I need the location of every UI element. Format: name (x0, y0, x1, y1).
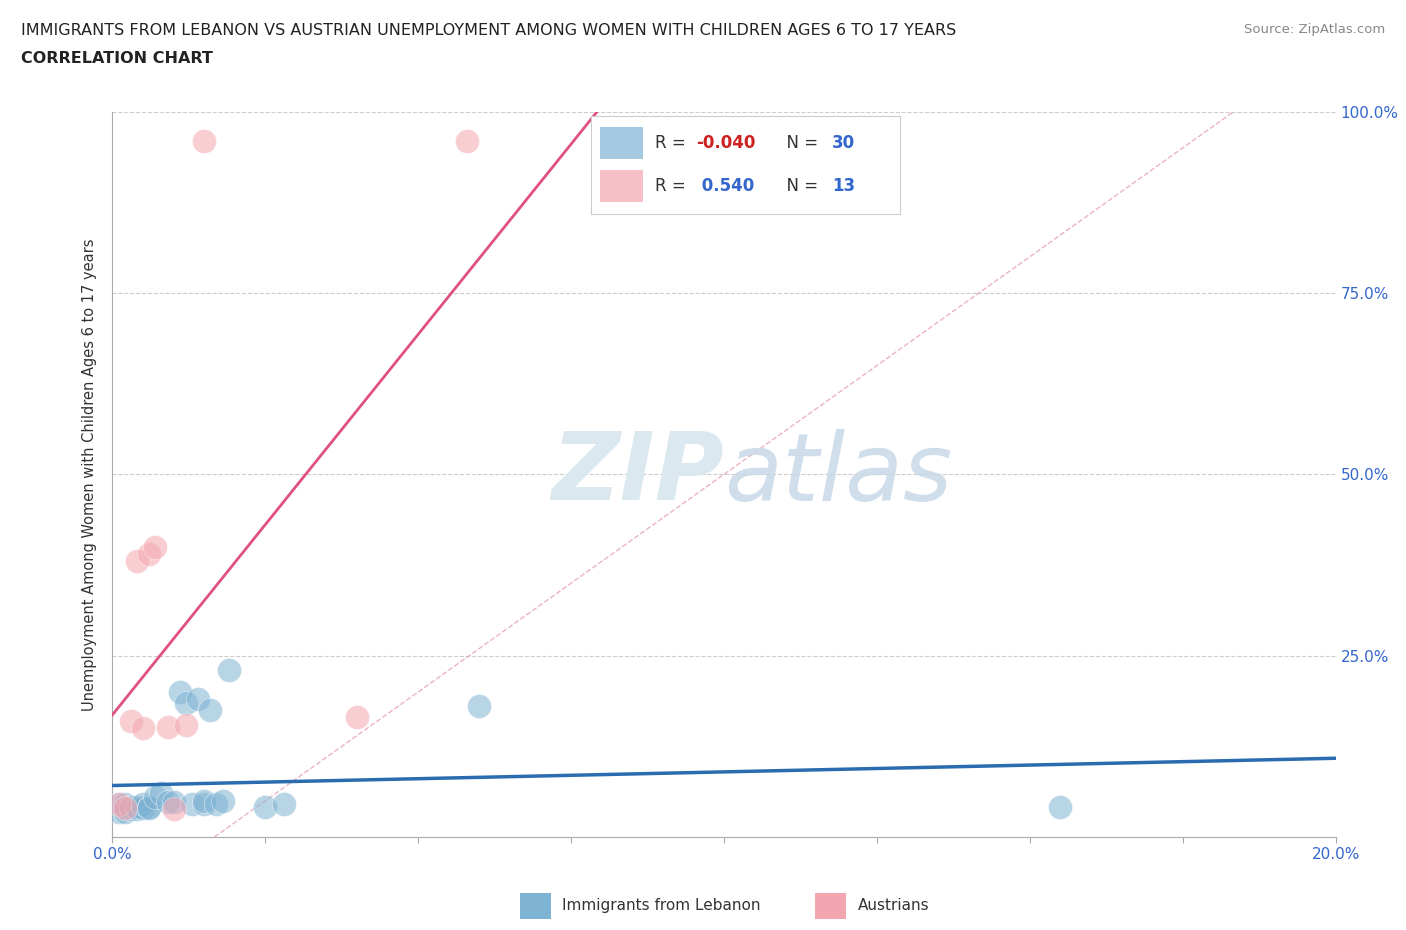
Y-axis label: Unemployment Among Women with Children Ages 6 to 17 years: Unemployment Among Women with Children A… (82, 238, 97, 711)
Text: IMMIGRANTS FROM LEBANON VS AUSTRIAN UNEMPLOYMENT AMONG WOMEN WITH CHILDREN AGES : IMMIGRANTS FROM LEBANON VS AUSTRIAN UNEM… (21, 23, 956, 38)
Point (143, 539, 166, 554)
Point (200, 703, 222, 718)
Point (163, 802, 186, 817)
Point (163, 795, 186, 810)
Point (174, 717, 197, 732)
Text: atlas: atlas (724, 429, 952, 520)
Point (125, 802, 148, 817)
Point (169, 684, 191, 699)
Point (138, 799, 160, 814)
Text: -0.040: -0.040 (696, 134, 755, 153)
Point (254, 799, 277, 814)
Point (132, 721, 155, 736)
Point (120, 802, 142, 817)
Point (193, 793, 215, 808)
Point (193, 133, 215, 148)
Point (114, 797, 136, 812)
Bar (600, 127, 643, 159)
Text: 0.540: 0.540 (696, 177, 754, 195)
Point (138, 547, 160, 562)
Point (138, 801, 160, 816)
Point (120, 713, 142, 728)
Point (114, 804, 136, 819)
Point (114, 801, 136, 816)
Point (125, 799, 148, 814)
Point (193, 797, 215, 812)
Text: R =: R = (655, 177, 692, 195)
Point (346, 710, 368, 724)
Point (205, 797, 228, 812)
Text: CORRELATION CHART: CORRELATION CHART (21, 51, 212, 66)
Point (174, 696, 197, 711)
Point (456, 133, 478, 148)
Text: R =: R = (655, 134, 692, 153)
Point (143, 790, 166, 804)
Point (107, 797, 129, 812)
Text: N =: N = (776, 177, 824, 195)
Point (120, 799, 142, 814)
Point (125, 554, 148, 569)
Point (107, 797, 129, 812)
Point (273, 797, 295, 812)
Point (150, 786, 173, 801)
Text: N =: N = (776, 134, 824, 153)
Point (187, 692, 209, 707)
Point (156, 719, 179, 734)
Point (218, 663, 240, 678)
Point (1049, 799, 1071, 814)
Point (132, 797, 155, 812)
Text: ZIP: ZIP (551, 429, 724, 520)
Point (156, 795, 179, 810)
Text: 30: 30 (832, 134, 855, 153)
Point (107, 804, 129, 819)
Text: 13: 13 (832, 177, 855, 195)
Point (132, 801, 155, 816)
Text: Austrians: Austrians (858, 898, 929, 913)
Point (181, 797, 204, 812)
Text: Source: ZipAtlas.com: Source: ZipAtlas.com (1244, 23, 1385, 36)
Point (211, 793, 233, 808)
Point (468, 699, 491, 714)
Text: Immigrants from Lebanon: Immigrants from Lebanon (562, 898, 761, 913)
Bar (600, 170, 643, 202)
